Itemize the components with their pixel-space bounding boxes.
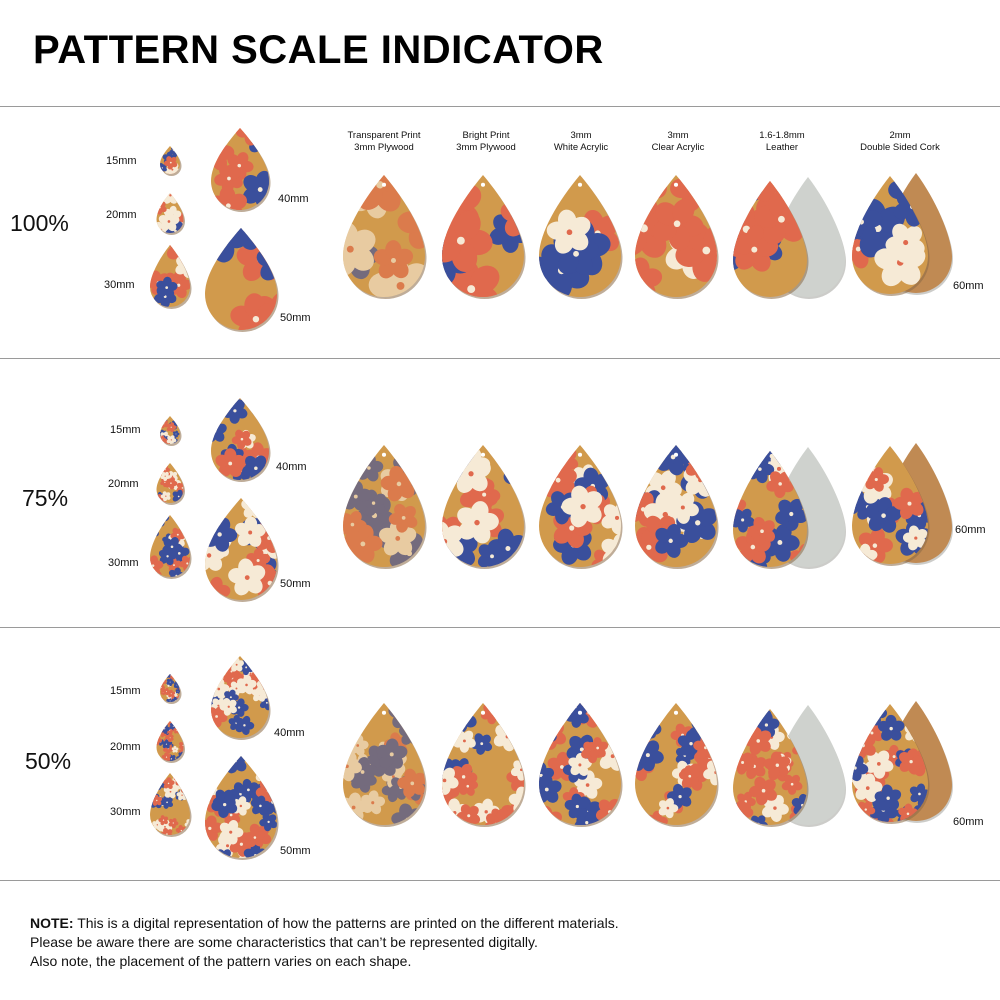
scale-label-75: 75% [22,485,69,511]
material-label-cork: 2mm Double Sided Cork [860,130,940,153]
sample-30mm [150,515,192,579]
sample-cork [852,704,930,824]
hanging-hole-icon [673,710,679,715]
sample-clear-acrylic [635,175,719,299]
hanging-hole-icon [577,182,583,187]
size-label-40mm: 40mm [274,727,305,739]
hanging-hole-icon [673,182,679,187]
hanging-hole-icon [381,710,387,715]
size-label-20mm: 20mm [106,209,137,221]
sample-white-acrylic [539,175,623,299]
sample-leather [733,451,809,569]
sample-20mm [156,721,185,763]
size-label-20mm: 20mm [108,478,139,490]
sample-40mm [211,128,271,212]
material-label-transparent-plywood: Transparent Print 3mm Plywood [347,130,421,153]
scale-label-100: 100% [10,210,69,236]
size-label-50mm: 50mm [280,578,311,590]
size-label-15mm: 15mm [110,424,141,436]
hanging-hole-icon [480,710,486,715]
material-label-leather: 1.6-1.8mm Leather [759,130,805,153]
sample-20mm [156,463,185,505]
note-line-3: Also note, the placement of the pattern … [30,953,412,969]
hanging-hole-icon [673,452,679,457]
material-label-bright-plywood: Bright Print 3mm Plywood [456,130,516,153]
size-label-60mm: 60mm [953,816,984,828]
size-label-30mm: 30mm [110,806,141,818]
size-label-20mm: 20mm [110,741,141,753]
hanging-hole-icon [381,182,387,187]
material-label-clear-acrylic: 3mm Clear Acrylic [651,130,705,153]
sample-15mm [160,416,182,446]
sample-50mm [205,756,279,860]
sample-bright-plywood [442,703,526,827]
size-label-50mm: 50mm [280,845,311,857]
sample-bright-plywood [442,445,526,569]
hanging-hole-icon [480,182,486,187]
sample-30mm [150,773,192,837]
size-label-50mm: 50mm [280,312,311,324]
sample-50mm [205,228,279,332]
size-label-60mm: 60mm [953,280,984,292]
sample-30mm [150,245,192,309]
sample-clear-acrylic [635,703,719,827]
sample-leather [733,181,809,299]
size-label-15mm: 15mm [106,155,137,167]
sample-40mm [211,656,271,740]
sample-20mm [156,193,185,236]
sample-transparent-plywood [343,175,427,299]
size-label-40mm: 40mm [276,461,307,473]
sample-50mm [205,498,279,602]
size-label-40mm: 40mm [278,193,309,205]
page-title: PATTERN SCALE INDICATOR [33,28,604,72]
sample-15mm [160,146,182,176]
sample-transparent-plywood [343,445,427,569]
sample-white-acrylic [539,445,623,569]
sample-40mm [211,398,271,482]
size-label-30mm: 30mm [108,557,139,569]
hanging-hole-icon [381,452,387,457]
size-label-60mm: 60mm [955,524,986,536]
divider [0,106,1000,107]
size-label-15mm: 15mm [110,685,141,697]
sample-transparent-plywood [343,703,427,827]
note-label: NOTE: [30,915,74,931]
hanging-hole-icon [577,452,583,457]
sample-bright-plywood [442,175,526,299]
scale-label-50: 50% [25,748,72,774]
divider [0,358,1000,359]
disclaimer-note: NOTE: This is a digital representation o… [30,914,619,971]
note-line-2: Please be aware there are some character… [30,934,538,950]
hanging-hole-icon [577,710,583,715]
size-label-30mm: 30mm [104,279,135,291]
divider [0,627,1000,628]
sample-15mm [160,674,182,704]
material-label-white-acrylic: 3mm White Acrylic [553,130,609,153]
sample-white-acrylic [539,703,623,827]
divider [0,880,1000,881]
hanging-hole-icon [480,452,486,457]
sample-clear-acrylic [635,445,719,569]
note-line-1: This is a digital representation of how … [73,915,619,931]
